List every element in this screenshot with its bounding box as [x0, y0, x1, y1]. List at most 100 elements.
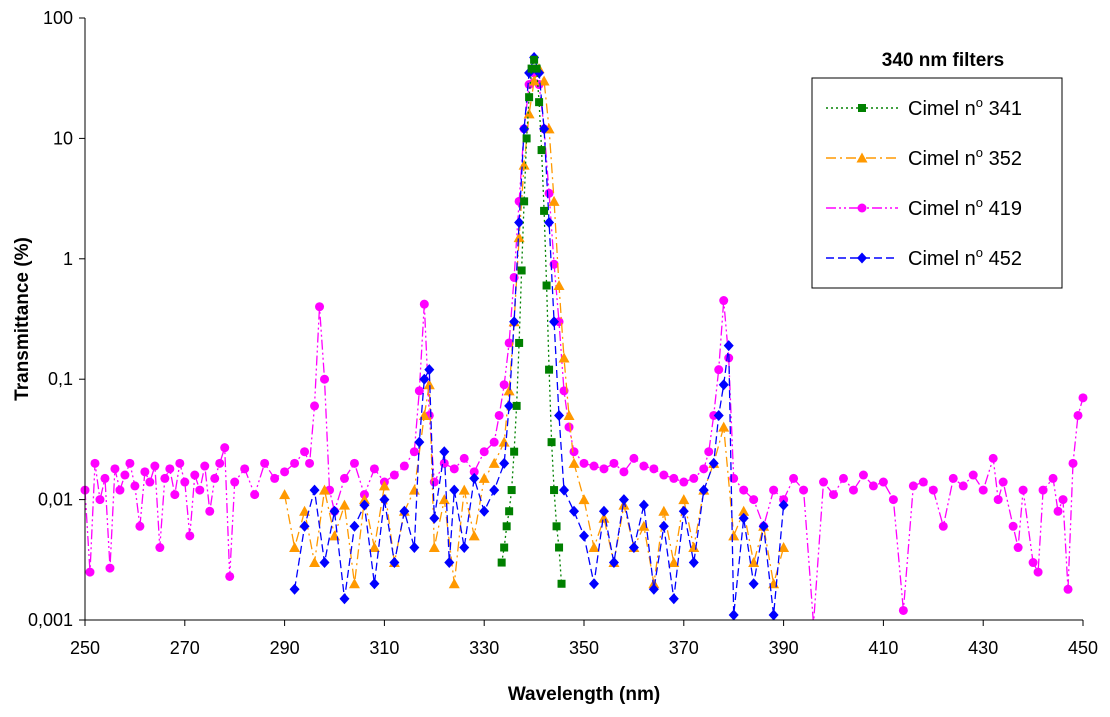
- data-point: [688, 542, 700, 553]
- data-point: [1008, 521, 1018, 531]
- data-point: [528, 75, 540, 86]
- legend-item: Cimel no 341: [826, 95, 1022, 120]
- data-point: [648, 578, 660, 589]
- data-point: [739, 485, 749, 495]
- data-point: [170, 490, 180, 500]
- data-point: [819, 477, 829, 487]
- data-point: [1068, 458, 1078, 468]
- data-point: [499, 457, 510, 469]
- legend-marker: [857, 252, 867, 264]
- data-point: [270, 473, 280, 483]
- data-point: [548, 195, 560, 206]
- legend-marker: [856, 152, 868, 163]
- data-point: [90, 458, 100, 468]
- series-452: [289, 51, 789, 620]
- data-point: [829, 490, 838, 500]
- data-point: [305, 458, 315, 468]
- x-tick-label: 290: [270, 638, 300, 658]
- x-tick-label: 390: [769, 638, 799, 658]
- x-tick-label: 410: [868, 638, 898, 658]
- data-point: [100, 473, 110, 483]
- data-point: [568, 457, 580, 468]
- data-point: [389, 557, 400, 569]
- data-point: [898, 605, 908, 615]
- legend-title: 340 nm filters: [882, 50, 1005, 71]
- data-point: [504, 400, 515, 412]
- data-point: [85, 567, 95, 577]
- data-point: [290, 458, 300, 468]
- data-point: [419, 373, 430, 385]
- y-tick-label: 100: [43, 8, 73, 28]
- data-point: [579, 458, 589, 468]
- data-point: [414, 386, 424, 396]
- data-point: [522, 134, 531, 143]
- data-point: [110, 464, 120, 474]
- data-point: [449, 484, 460, 496]
- data-point: [185, 531, 195, 541]
- data-point: [348, 578, 360, 589]
- data-point: [190, 470, 200, 480]
- data-point: [718, 421, 730, 432]
- data-point: [518, 159, 530, 170]
- data-point: [678, 505, 689, 517]
- axes: 0,001 0,01 0,1 1 10 100 250 270 290 310 330 350 370 3…: [28, 8, 1098, 658]
- data-point: [598, 505, 609, 517]
- data-point: [369, 464, 379, 474]
- data-point: [338, 499, 350, 510]
- data-point: [779, 495, 789, 505]
- data-point: [698, 484, 709, 496]
- series-341: [497, 55, 566, 588]
- data-point: [315, 302, 325, 312]
- data-point: [538, 75, 550, 86]
- data-point: [225, 571, 235, 581]
- data-point: [708, 457, 719, 469]
- data-point: [399, 505, 410, 517]
- legend-marker: [857, 203, 867, 213]
- data-point: [769, 485, 779, 495]
- data-point: [145, 477, 155, 487]
- data-point: [503, 385, 515, 396]
- data-point: [569, 505, 580, 517]
- data-point: [389, 470, 399, 480]
- data-point: [1028, 558, 1038, 568]
- data-point: [618, 494, 629, 506]
- data-point: [530, 55, 539, 64]
- data-point: [497, 558, 506, 567]
- data-point: [878, 477, 888, 487]
- data-point: [749, 495, 759, 505]
- data-point: [1038, 485, 1048, 495]
- data-point: [542, 281, 551, 290]
- data-point: [488, 457, 500, 468]
- data-point: [578, 494, 590, 505]
- data-point: [738, 512, 749, 524]
- data-point: [339, 593, 350, 605]
- data-point: [678, 494, 690, 505]
- data-point: [444, 557, 455, 569]
- series-layer: [80, 51, 1088, 620]
- data-point: [968, 470, 978, 480]
- data-point: [540, 206, 549, 215]
- data-point: [349, 520, 360, 532]
- data-point: [563, 409, 575, 420]
- data-point: [688, 557, 699, 569]
- data-point: [628, 542, 639, 554]
- data-point: [489, 437, 499, 447]
- data-point: [520, 197, 529, 206]
- data-point: [778, 499, 789, 511]
- data-point: [240, 464, 250, 474]
- data-point: [532, 64, 541, 73]
- data-point: [658, 520, 669, 532]
- data-point: [309, 484, 320, 496]
- data-point: [289, 542, 301, 553]
- data-point: [379, 494, 390, 506]
- data-point: [993, 495, 1003, 505]
- data-point: [719, 296, 729, 306]
- data-point: [289, 583, 300, 595]
- data-point: [135, 521, 145, 531]
- data-point: [539, 123, 550, 135]
- x-axis-title: Wavelength (nm): [508, 684, 660, 705]
- data-point: [215, 458, 225, 468]
- data-point: [319, 557, 330, 569]
- x-tick-label: 310: [369, 638, 399, 658]
- data-point: [368, 542, 380, 553]
